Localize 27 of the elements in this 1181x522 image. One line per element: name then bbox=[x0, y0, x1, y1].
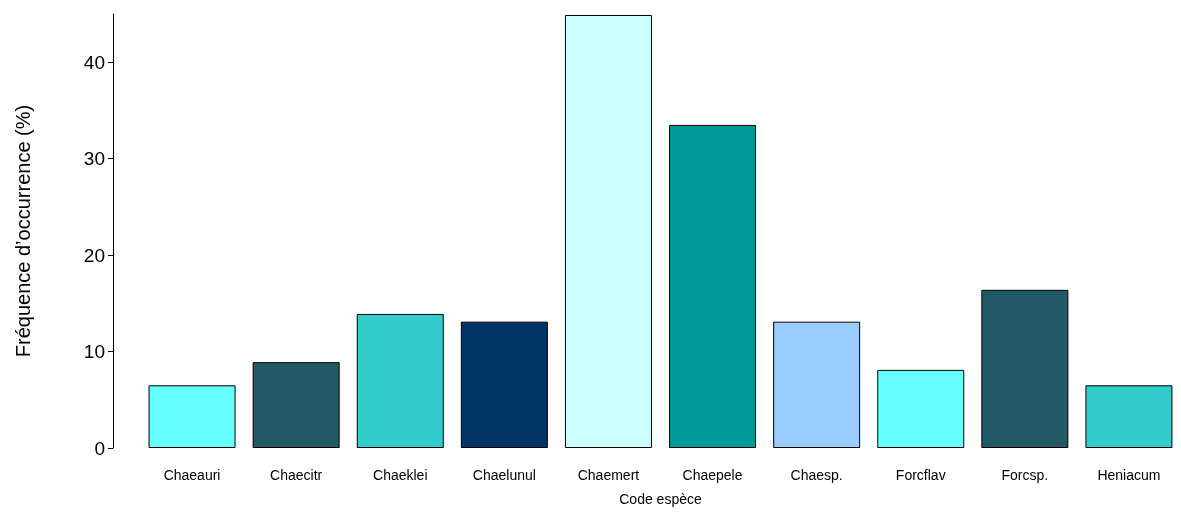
x-axis-title: Code espèce bbox=[619, 491, 702, 507]
bar bbox=[148, 385, 236, 448]
bar bbox=[773, 321, 861, 448]
y-tick-label: 20 bbox=[83, 244, 105, 266]
y-tick-label: 40 bbox=[83, 51, 105, 73]
bar bbox=[1085, 385, 1173, 448]
bar bbox=[669, 124, 757, 448]
x-tick-label: Chaecitr bbox=[270, 467, 323, 483]
y-tick-label: 0 bbox=[94, 437, 105, 459]
bar bbox=[877, 369, 965, 448]
x-tick-label: Chaemert bbox=[577, 467, 640, 483]
y-axis-title: Fréquence d’occurrence (%) bbox=[12, 104, 34, 358]
x-tick-label: Chaeauri bbox=[163, 467, 221, 483]
x-tick-label: Chaepele bbox=[682, 467, 743, 483]
x-tick-label: Heniacum bbox=[1097, 467, 1161, 483]
x-tick-label: Chaeklei bbox=[373, 467, 428, 483]
x-tick-label: Forcflav bbox=[895, 467, 946, 483]
bar bbox=[564, 14, 652, 448]
x-tick-label: Chaesp. bbox=[790, 467, 843, 483]
bar bbox=[981, 289, 1069, 448]
bar bbox=[356, 313, 444, 448]
y-tick-label: 30 bbox=[83, 148, 105, 170]
bar bbox=[460, 321, 548, 448]
bar bbox=[252, 362, 340, 448]
y-tick-label: 10 bbox=[83, 341, 105, 363]
x-tick-label: Forcsp. bbox=[1001, 467, 1049, 483]
x-tick-label: Chaelunul bbox=[472, 467, 536, 483]
